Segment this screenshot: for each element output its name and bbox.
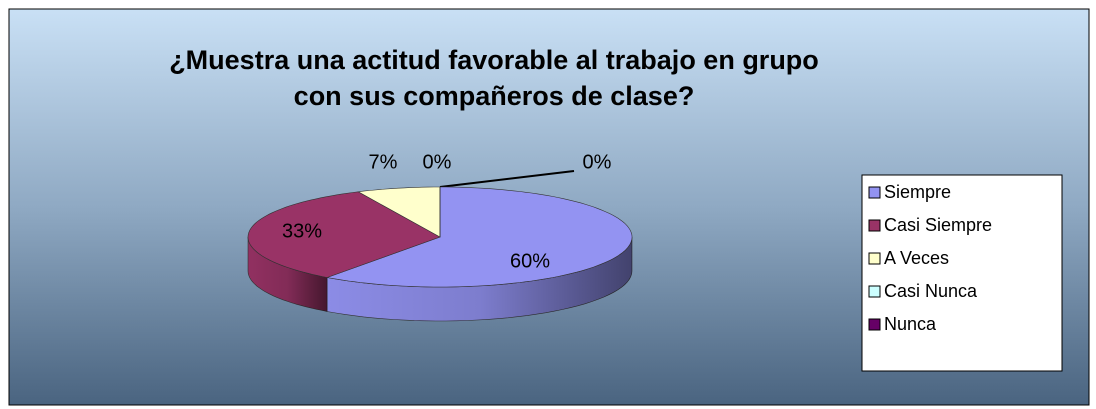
- pie-slice: [325, 186, 633, 288]
- data-label: 33%: [282, 220, 322, 242]
- legend-swatch: [868, 318, 881, 331]
- legend-label: A Veces: [884, 248, 949, 268]
- legend-label: Siempre: [884, 182, 951, 202]
- data-label: 0%: [583, 151, 612, 173]
- data-label: 0%: [423, 151, 452, 173]
- leader-line: [439, 170, 575, 188]
- pie-slice: [247, 191, 441, 278]
- legend-swatch: [868, 285, 881, 298]
- legend-label: Casi Siempre: [884, 215, 992, 235]
- legend-box: [861, 174, 1063, 372]
- pie-side-shade: [248, 237, 328, 312]
- data-label: 60%: [510, 250, 550, 272]
- legend-swatch: [868, 186, 881, 199]
- legend-label: Casi Nunca: [884, 281, 978, 301]
- pie-slice: [357, 186, 441, 238]
- legend-label: Nunca: [884, 314, 937, 334]
- legend-swatch: [868, 219, 881, 232]
- data-label: 7%: [369, 151, 398, 173]
- legend-swatch: [868, 252, 881, 265]
- chart-title: ¿Muestra una actitud favorable al trabaj…: [169, 45, 819, 111]
- pie-side-shade: [327, 237, 632, 321]
